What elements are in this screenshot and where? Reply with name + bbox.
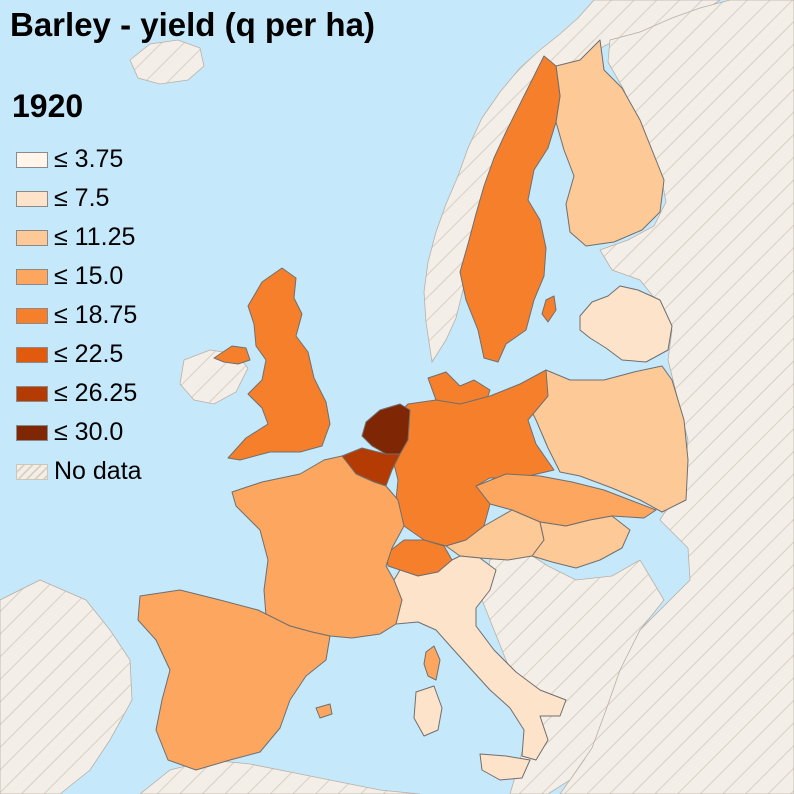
region-ireland	[213, 345, 251, 365]
region-gotland	[541, 295, 557, 323]
legend-swatch	[16, 307, 48, 324]
legend-item: ≤ 30.0	[16, 413, 142, 452]
region-latvia	[579, 285, 673, 363]
region-balearic	[315, 703, 333, 719]
region-sicily	[479, 753, 531, 781]
region-netherlands	[361, 403, 411, 455]
map-title: Barley - yield (q per ha)	[10, 6, 375, 43]
legend-swatch-no-data	[16, 463, 48, 480]
legend: ≤ 3.75 ≤ 7.5 ≤ 11.25 ≤ 15.0 ≤ 18.75 ≤ 22…	[16, 140, 142, 491]
legend-label: ≤ 3.75	[54, 145, 124, 173]
legend-label: ≤ 18.75	[54, 301, 138, 329]
legend-item: ≤ 22.5	[16, 335, 142, 374]
region-poland	[523, 365, 689, 513]
legend-item: No data	[16, 452, 142, 491]
region-corsica	[423, 645, 441, 681]
region-finland	[555, 39, 665, 247]
legend-label: No data	[54, 457, 142, 485]
no-data-portugal	[0, 579, 133, 794]
legend-swatch	[16, 190, 48, 207]
legend-item: ≤ 3.75	[16, 140, 142, 179]
legend-label: ≤ 15.0	[54, 262, 124, 290]
legend-label: ≤ 22.5	[54, 340, 124, 368]
legend-swatch	[16, 424, 48, 441]
legend-item: ≤ 11.25	[16, 218, 142, 257]
region-italy	[393, 555, 567, 761]
region-spain	[137, 589, 331, 771]
legend-item: ≤ 26.25	[16, 374, 142, 413]
region-united-kingdom	[227, 267, 331, 461]
legend-swatch	[16, 151, 48, 168]
legend-swatch	[16, 229, 48, 246]
map-year: 1920	[12, 88, 84, 124]
legend-label: ≤ 30.0	[54, 418, 124, 446]
no-data-iceland	[129, 39, 205, 85]
legend-swatch	[16, 268, 48, 285]
legend-label: ≤ 11.25	[54, 223, 136, 251]
legend-label: ≤ 7.5	[54, 184, 110, 212]
legend-item: ≤ 15.0	[16, 257, 142, 296]
region-hungary	[531, 515, 631, 569]
legend-label: ≤ 26.25	[54, 379, 138, 407]
legend-item: ≤ 7.5	[16, 179, 142, 218]
no-data-north-africa	[139, 759, 421, 794]
region-sardinia	[413, 685, 443, 737]
legend-item: ≤ 18.75	[16, 296, 142, 335]
region-sweden	[459, 55, 561, 363]
legend-swatch	[16, 346, 48, 363]
legend-swatch	[16, 385, 48, 402]
